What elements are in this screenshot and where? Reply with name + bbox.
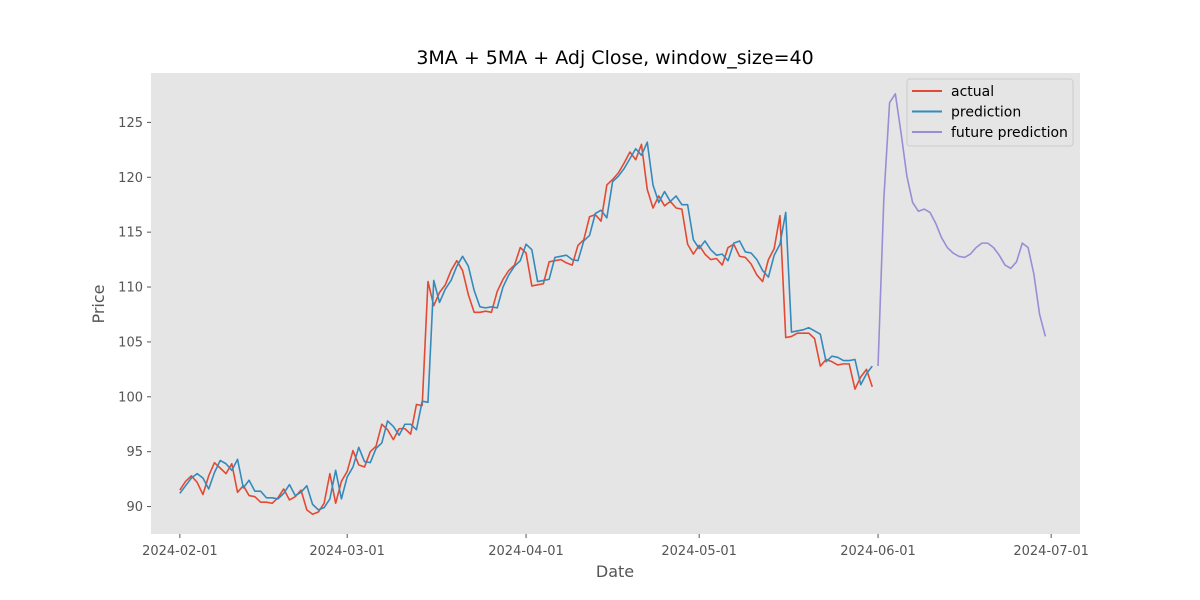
legend-box — [906, 78, 1074, 147]
legend-label-0: actual — [951, 84, 994, 100]
x-tick-label-5: 2024-07-01 — [1013, 544, 1089, 559]
series-line-2 — [877, 93, 1047, 367]
x-axis-label: Date — [596, 562, 634, 581]
y-tick-label-4: 110 — [118, 281, 143, 296]
y-tick-label-2: 100 — [118, 390, 143, 405]
legend-label-1: prediction — [951, 105, 1021, 121]
x-tick-label-1: 2024-03-01 — [309, 544, 385, 559]
series-line-0 — [179, 143, 874, 516]
legend-label-2: future prediction — [951, 125, 1068, 141]
y-axis-label: Price — [89, 284, 108, 323]
x-tick-label-0: 2024-02-01 — [142, 544, 218, 559]
y-tick-label-5: 115 — [118, 226, 143, 241]
series-lines — [179, 93, 1047, 516]
y-tick-label-7: 125 — [118, 116, 143, 131]
x-tick-label-3: 2024-05-01 — [661, 544, 737, 559]
y-tick-label-0: 90 — [126, 500, 143, 515]
chart-title: 3MA + 5MA + Adj Close, window_size=40 — [416, 47, 813, 69]
plot-area — [151, 73, 1080, 534]
y-tick-label-3: 105 — [118, 335, 143, 350]
x-tick-label-4: 2024-06-01 — [840, 544, 916, 559]
series-line-1 — [179, 141, 873, 511]
y-tick-label-6: 120 — [118, 171, 143, 186]
axis-ticks: 2024-02-01 2024-03-01 2024-04-01 2024-05-01… — [118, 116, 1089, 559]
legend-items: actual prediction future prediction — [912, 84, 1068, 141]
y-tick-label-1: 95 — [126, 445, 143, 460]
legend: actual prediction future prediction — [906, 78, 1074, 147]
x-tick-label-2: 2024-04-01 — [488, 544, 564, 559]
